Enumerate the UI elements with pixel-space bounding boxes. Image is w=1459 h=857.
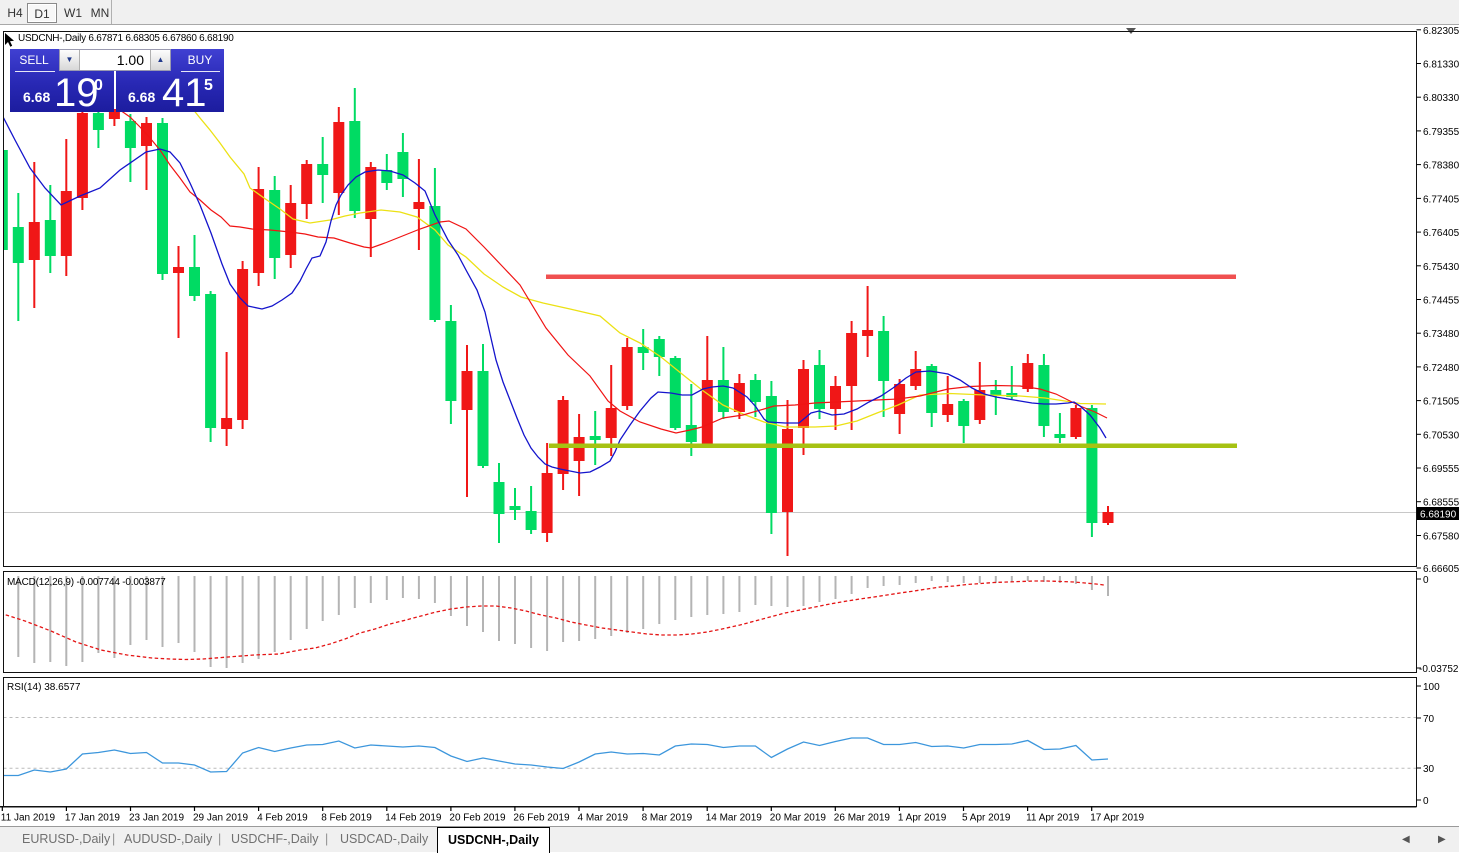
svg-text:6.79355: 6.79355 <box>1423 127 1459 138</box>
svg-text:5 Apr 2019: 5 Apr 2019 <box>962 813 1011 824</box>
svg-text:6.76405: 6.76405 <box>1423 228 1459 239</box>
svg-text:8 Mar 2019: 8 Mar 2019 <box>642 813 693 824</box>
svg-text:6.77405: 6.77405 <box>1423 194 1459 205</box>
svg-text:6.67580: 6.67580 <box>1423 532 1459 543</box>
svg-text:USDCNH-,Daily 6.67871 6.68305: USDCNH-,Daily 6.67871 6.68305 6.67860 6.… <box>18 33 234 44</box>
svg-text:11 Apr 2019: 11 Apr 2019 <box>1026 813 1080 824</box>
svg-text:100: 100 <box>1423 682 1440 693</box>
svg-text:6.69555: 6.69555 <box>1423 464 1459 475</box>
svg-text:11 Jan 2019: 11 Jan 2019 <box>1 813 56 824</box>
svg-text:6.82305: 6.82305 <box>1423 26 1459 37</box>
svg-text:17 Apr 2019: 17 Apr 2019 <box>1090 813 1144 824</box>
svg-text:8 Feb 2019: 8 Feb 2019 <box>321 813 372 824</box>
svg-text:0: 0 <box>1423 796 1429 807</box>
svg-text:4 Feb 2019: 4 Feb 2019 <box>257 813 308 824</box>
svg-text:6.72480: 6.72480 <box>1423 363 1459 374</box>
svg-text:6.80330: 6.80330 <box>1423 93 1459 104</box>
svg-text:14 Mar 2019: 14 Mar 2019 <box>706 813 763 824</box>
svg-text:14 Feb 2019: 14 Feb 2019 <box>385 813 442 824</box>
svg-text:26 Mar 2019: 26 Mar 2019 <box>834 813 891 824</box>
svg-text:6.75430: 6.75430 <box>1423 262 1459 273</box>
svg-text:30: 30 <box>1423 764 1435 775</box>
svg-text:6.68190: 6.68190 <box>1420 510 1457 521</box>
svg-text:20 Mar 2019: 20 Mar 2019 <box>770 813 827 824</box>
svg-text:23 Jan 2019: 23 Jan 2019 <box>129 813 184 824</box>
svg-text:26 Feb 2019: 26 Feb 2019 <box>513 813 570 824</box>
svg-text:6.68555: 6.68555 <box>1423 498 1459 509</box>
svg-text:6.81330: 6.81330 <box>1423 60 1459 71</box>
svg-text:MACD(12,26,9) -0.007744 -0.003: MACD(12,26,9) -0.007744 -0.003877 <box>7 577 166 588</box>
svg-text:70: 70 <box>1423 714 1435 725</box>
svg-text:0: 0 <box>1423 575 1429 586</box>
svg-text:6.70530: 6.70530 <box>1423 430 1459 441</box>
svg-text:1 Apr 2019: 1 Apr 2019 <box>898 813 947 824</box>
svg-text:6.78380: 6.78380 <box>1423 161 1459 172</box>
svg-text:-0.037529: -0.037529 <box>1419 664 1459 675</box>
svg-text:4 Mar 2019: 4 Mar 2019 <box>578 813 629 824</box>
svg-text:6.66605: 6.66605 <box>1423 564 1459 575</box>
svg-text:6.74455: 6.74455 <box>1423 296 1459 307</box>
svg-text:RSI(14) 38.6577: RSI(14) 38.6577 <box>7 682 81 693</box>
svg-text:6.73480: 6.73480 <box>1423 329 1459 340</box>
svg-text:29 Jan 2019: 29 Jan 2019 <box>193 813 248 824</box>
svg-text:20 Feb 2019: 20 Feb 2019 <box>449 813 506 824</box>
svg-text:6.71505: 6.71505 <box>1423 397 1459 408</box>
svg-text:17 Jan 2019: 17 Jan 2019 <box>65 813 120 824</box>
